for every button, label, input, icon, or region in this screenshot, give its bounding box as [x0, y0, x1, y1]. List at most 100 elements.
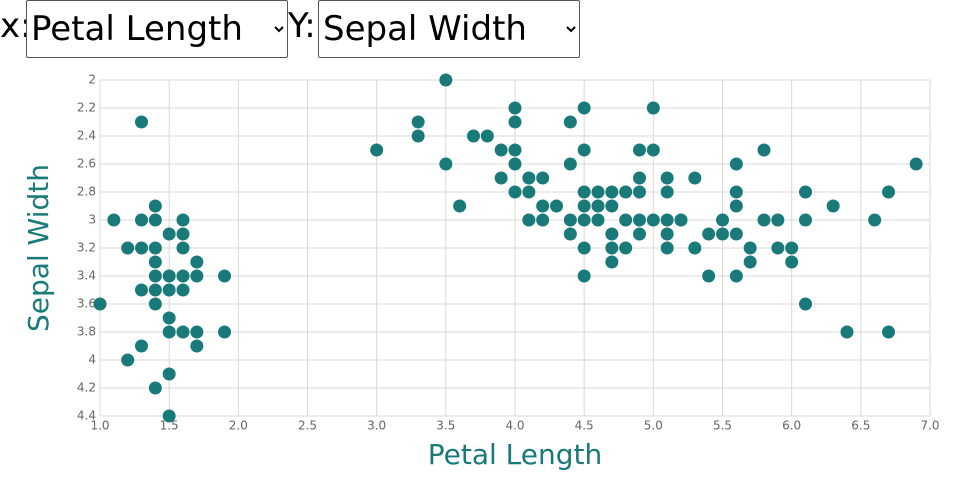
point — [660, 213, 674, 227]
point — [591, 185, 605, 199]
point — [190, 339, 204, 353]
point — [148, 255, 162, 269]
y-tick-label: 2 — [88, 73, 96, 87]
point — [702, 269, 716, 283]
point — [577, 185, 591, 199]
point — [563, 115, 577, 129]
point — [785, 255, 799, 269]
point — [190, 269, 204, 283]
point — [577, 101, 591, 115]
point — [508, 101, 522, 115]
point — [93, 297, 107, 311]
point — [494, 171, 508, 185]
point — [868, 213, 882, 227]
y-tick-label: 3.4 — [77, 269, 96, 283]
y-select[interactable]: Sepal Width — [318, 0, 580, 58]
point — [743, 241, 757, 255]
y-tick-label: 3.2 — [77, 241, 96, 255]
x-tick-label: 6.5 — [851, 419, 870, 433]
point — [729, 157, 743, 171]
point — [909, 157, 923, 171]
point — [135, 213, 148, 227]
x-tick-label: 6.0 — [782, 419, 801, 433]
x-tick-label: 1.5 — [160, 419, 179, 433]
point — [771, 241, 785, 255]
point — [563, 157, 577, 171]
point — [121, 353, 135, 367]
point — [563, 213, 577, 227]
point — [799, 185, 812, 199]
point — [688, 171, 702, 185]
point — [370, 143, 384, 157]
point — [162, 283, 176, 297]
point — [605, 255, 619, 269]
y-tick-label: 3.8 — [77, 325, 96, 339]
point — [536, 199, 550, 213]
x-select[interactable]: Petal Length — [26, 0, 288, 58]
point — [411, 115, 425, 129]
point — [162, 227, 176, 241]
point — [439, 157, 453, 171]
point — [148, 269, 162, 283]
point — [550, 199, 563, 213]
point — [660, 171, 674, 185]
point — [743, 255, 757, 269]
point — [660, 241, 674, 255]
point — [121, 241, 135, 255]
point — [190, 325, 204, 339]
point — [716, 227, 729, 241]
point — [577, 199, 591, 213]
point — [826, 199, 840, 213]
point — [729, 185, 743, 199]
y-tick-label: 3.6 — [77, 297, 96, 311]
x-tick-label: 5.5 — [713, 419, 732, 433]
point — [135, 241, 148, 255]
point — [605, 185, 619, 199]
point — [840, 325, 854, 339]
point — [522, 171, 536, 185]
point — [633, 227, 646, 241]
point — [107, 213, 121, 227]
point — [660, 227, 674, 241]
point — [591, 199, 605, 213]
point — [771, 213, 785, 227]
point — [591, 213, 605, 227]
point — [577, 143, 591, 157]
y-axis-title: Sepal Width — [22, 164, 55, 332]
point — [508, 157, 522, 171]
point — [729, 227, 743, 241]
x-tick-label: 1.0 — [90, 419, 109, 433]
point — [577, 213, 591, 227]
y-tick-label: 2.6 — [77, 157, 96, 171]
y-tick-label: 4.4 — [77, 409, 96, 423]
point — [536, 213, 550, 227]
point — [218, 269, 231, 283]
point — [148, 241, 162, 255]
x-tick-label: 4.0 — [505, 419, 524, 433]
point — [729, 199, 743, 213]
point — [882, 185, 895, 199]
x-tick-label: 3.0 — [367, 419, 386, 433]
y-tick-label: 4.2 — [77, 381, 96, 395]
point — [480, 129, 494, 143]
point — [688, 241, 702, 255]
point — [135, 339, 148, 353]
point — [162, 409, 176, 423]
point — [135, 283, 148, 297]
point — [646, 101, 660, 115]
point — [660, 185, 674, 199]
point — [757, 143, 771, 157]
x-tick-label: 5.0 — [644, 419, 663, 433]
point — [563, 227, 577, 241]
point — [799, 213, 812, 227]
point — [522, 185, 536, 199]
point — [148, 381, 162, 395]
point — [508, 185, 522, 199]
point — [508, 115, 522, 129]
y-control-label: Y: — [288, 6, 316, 46]
y-tick-label: 4 — [88, 353, 96, 367]
point — [176, 269, 190, 283]
point — [176, 213, 190, 227]
point — [176, 283, 190, 297]
point — [757, 213, 771, 227]
